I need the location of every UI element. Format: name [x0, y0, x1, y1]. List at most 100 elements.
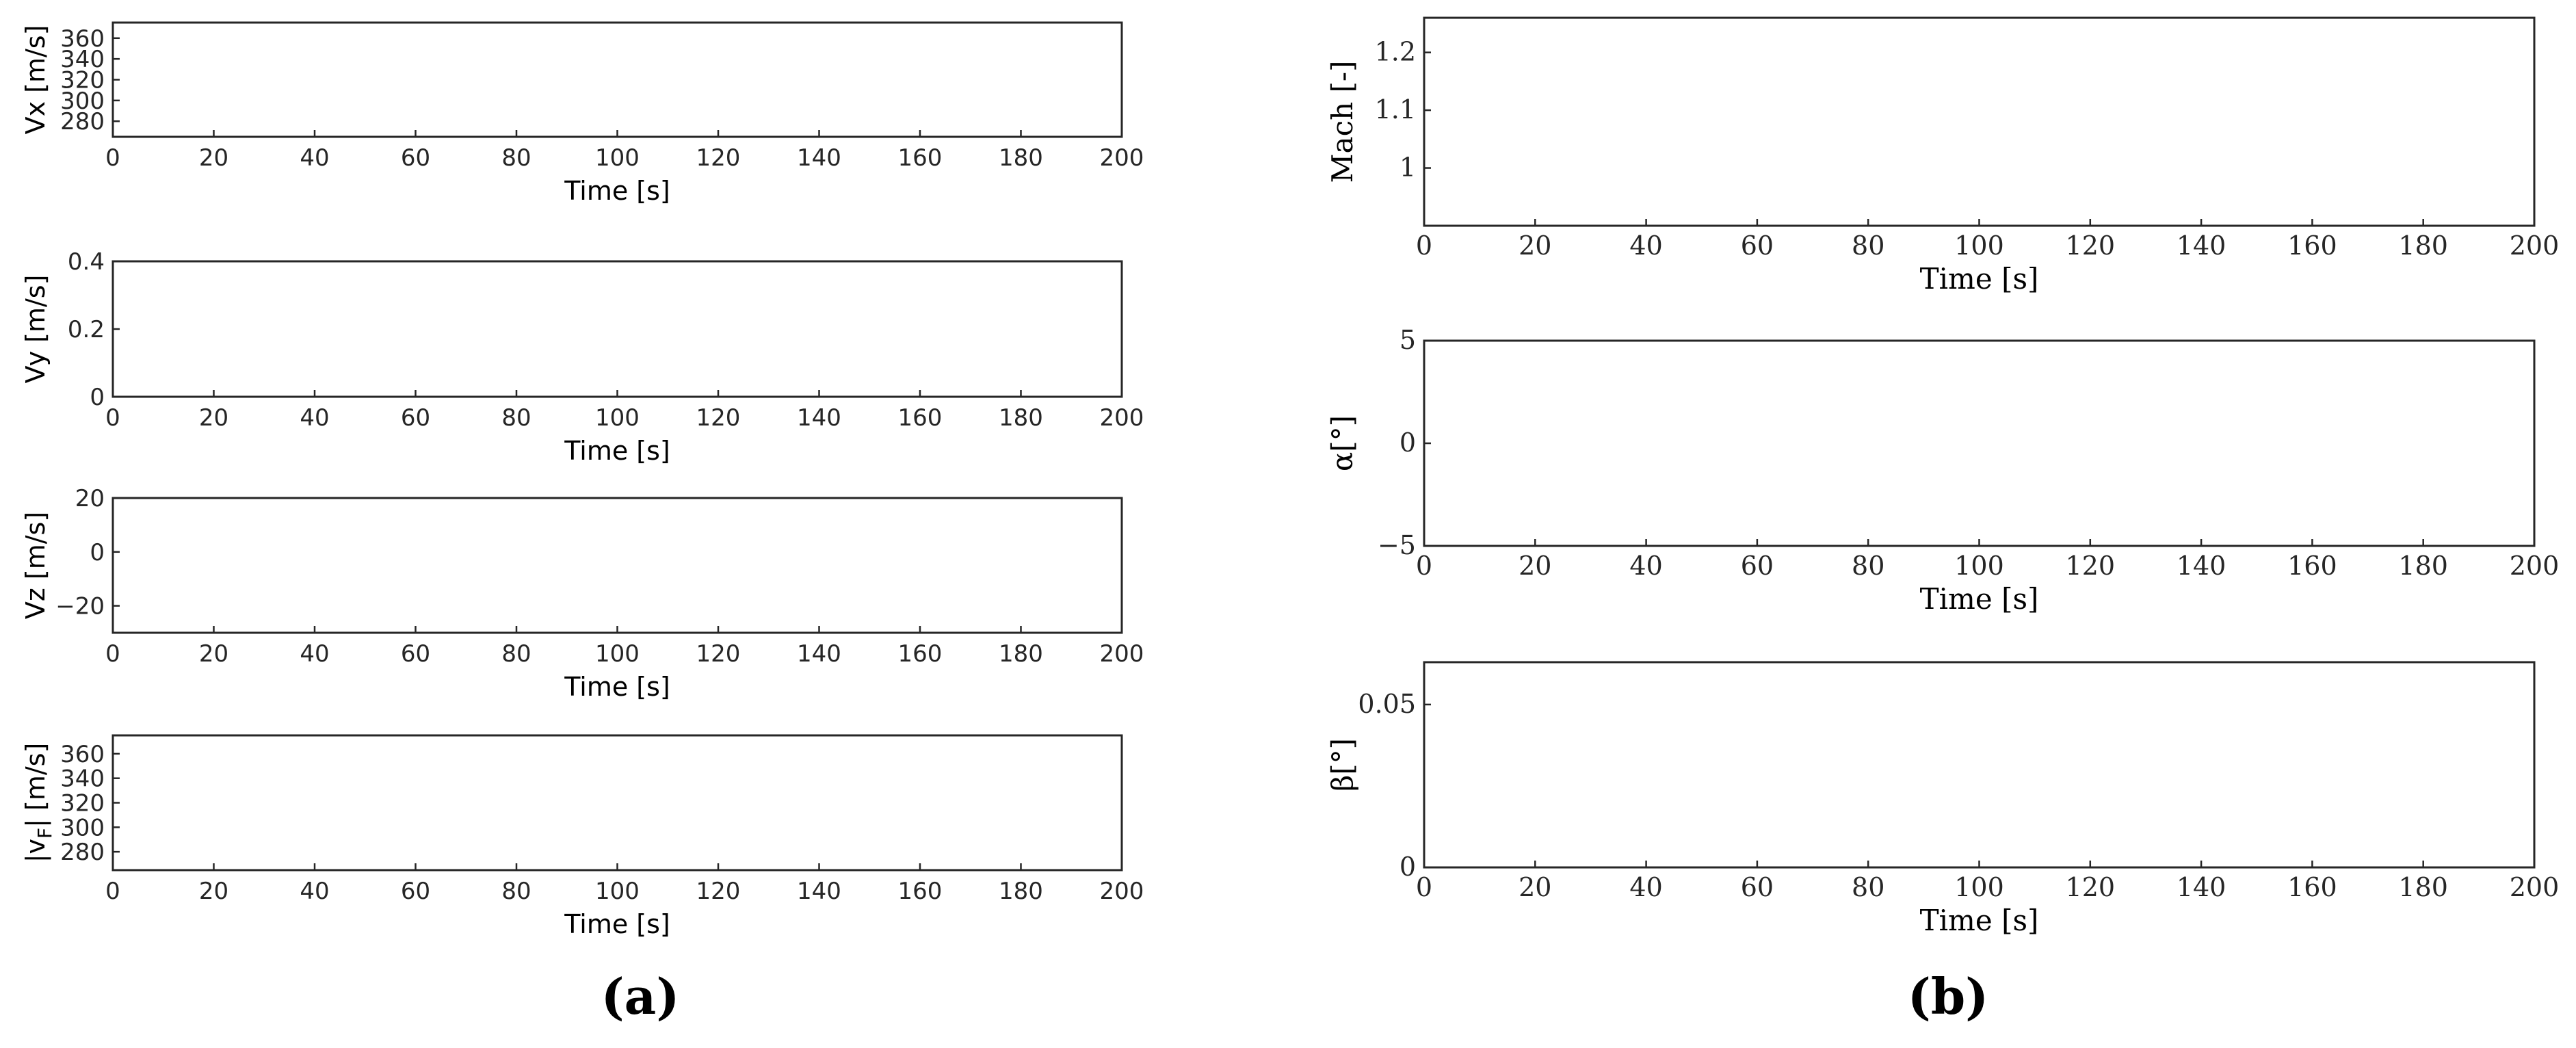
x-tick-label: 80 [1852, 872, 1884, 902]
x-tick-label: 140 [797, 144, 841, 172]
x-tick-label: 120 [2066, 551, 2116, 581]
y-tick-label: −5 [1378, 530, 1416, 560]
y-tick-label: 280 [60, 839, 105, 866]
x-tick-label: 60 [401, 404, 430, 432]
y-tick-label: 300 [60, 814, 105, 841]
chart-mach: 0 20 40 60 80 100 120 140 160 180 200 1 1.1 1.2 Time [… [1326, 16, 2560, 296]
x-tick-label: 40 [300, 404, 329, 432]
x-tick-label: 120 [696, 144, 741, 172]
x-tick-label: 80 [501, 404, 531, 432]
y-tick-label: 300 [60, 88, 105, 115]
x-tick-label: 120 [2066, 231, 2116, 261]
x-tick-label: 160 [898, 404, 943, 432]
x-tick-label: 0 [1416, 551, 1432, 581]
y-axis-label: Vx [m/s] [21, 25, 51, 135]
x-tick-label: 100 [595, 878, 640, 905]
x-tick-label: 200 [1100, 404, 1144, 432]
x-tick-label: 160 [2287, 872, 2337, 902]
x-tick-label: 60 [1741, 872, 1774, 902]
x-tick-label: 160 [2287, 551, 2337, 581]
x-tick-label: 60 [401, 144, 430, 172]
x-tick-label: 200 [2510, 551, 2560, 581]
chart-vy: 0 20 40 60 80 100 120 140 160 180 200 0 0.2 0.4 Time [… [21, 248, 1144, 466]
x-tick-label: 0 [1416, 872, 1432, 902]
x-tick-label: 120 [696, 404, 741, 432]
x-tick-label: 40 [300, 878, 329, 905]
x-tick-label: 200 [2510, 872, 2560, 902]
x-tick-label: 100 [1954, 872, 2004, 902]
y-tick-label: 360 [60, 25, 105, 53]
y-tick-label: 280 [60, 108, 105, 135]
y-tick-label: 1 [1399, 153, 1416, 183]
x-tick-label: 40 [1629, 231, 1662, 261]
y-tick-label: 5 [1399, 325, 1416, 355]
x-tick-label: 160 [898, 640, 943, 668]
x-tick-label: 140 [2177, 872, 2226, 902]
x-tick-label: 20 [1519, 551, 1551, 581]
x-axis-label: Time [s] [1920, 904, 2039, 937]
x-tick-label: 40 [300, 144, 329, 172]
y-tick-label: 0 [90, 539, 105, 566]
y-tick-label: 0.2 [68, 316, 105, 343]
axes-box [1423, 16, 2536, 227]
x-tick-label: 200 [2510, 231, 2560, 261]
x-tick-label: 20 [199, 640, 228, 668]
x-tick-label: 180 [999, 404, 1043, 432]
x-tick-label: 80 [501, 640, 531, 668]
x-tick-label: 60 [1741, 231, 1774, 261]
x-tick-label: 0 [105, 878, 120, 905]
x-tick-label: 180 [999, 144, 1043, 172]
y-tick-label: 340 [60, 765, 105, 793]
x-tick-label: 60 [1741, 551, 1774, 581]
x-axis-label: Time [s] [564, 176, 670, 206]
x-tick-label: 100 [595, 640, 640, 668]
x-tick-label: 120 [696, 878, 741, 905]
x-axis-label: Time [s] [564, 909, 670, 939]
x-tick-label: 200 [1100, 878, 1144, 905]
y-tick-label: 0 [1399, 852, 1416, 882]
panel-label-b: (b) [1908, 967, 1988, 1025]
y-tick-label: 0 [90, 384, 105, 411]
x-tick-label: 20 [199, 144, 228, 172]
x-tick-label: 100 [595, 404, 640, 432]
x-axis-label: Time [s] [1920, 582, 2039, 616]
axes-box [1423, 339, 2536, 547]
y-axis-label: Vz [m/s] [21, 512, 51, 619]
x-tick-label: 0 [105, 144, 120, 172]
x-tick-label: 140 [2177, 231, 2226, 261]
y-axis-label: Vy [m/s] [21, 275, 51, 384]
chart-vx: 0 20 40 60 80 100 120 140 160 180 200 2803003203403… [21, 21, 1144, 206]
x-axis-label: Time [s] [564, 672, 670, 702]
x-tick-label: 40 [300, 640, 329, 668]
x-tick-label: 160 [2287, 231, 2337, 261]
x-tick-label: 180 [2398, 872, 2448, 902]
axes-box [111, 260, 1123, 398]
x-tick-label: 140 [797, 640, 841, 668]
x-tick-label: 100 [1954, 551, 2004, 581]
x-tick-label: 200 [1100, 144, 1144, 172]
x-tick-label: 80 [1852, 231, 1884, 261]
y-tick-label: 0.4 [68, 248, 105, 276]
x-tick-label: 60 [401, 640, 430, 668]
y-tick-label: 20 [75, 485, 105, 512]
y-tick-label: 0.05 [1358, 689, 1416, 719]
x-tick-label: 40 [1629, 551, 1662, 581]
x-tick-label: 60 [401, 878, 430, 905]
x-tick-label: 0 [105, 404, 120, 432]
x-tick-label: 140 [797, 404, 841, 432]
x-tick-label: 20 [199, 878, 228, 905]
x-tick-label: 20 [1519, 872, 1551, 902]
chart-vf: 0 20 40 60 80 100 120 140 160 180 200 2803003203403… [21, 734, 1144, 939]
panel-label-a: (a) [601, 967, 680, 1025]
x-tick-label: 100 [595, 144, 640, 172]
x-tick-label: 180 [999, 640, 1043, 668]
x-tick-label: 200 [1100, 640, 1144, 668]
y-tick-label: 1.2 [1375, 37, 1416, 67]
axes-box [111, 734, 1123, 872]
y-tick-label: 360 [60, 741, 105, 768]
x-tick-label: 160 [898, 144, 943, 172]
x-tick-label: 20 [199, 404, 228, 432]
